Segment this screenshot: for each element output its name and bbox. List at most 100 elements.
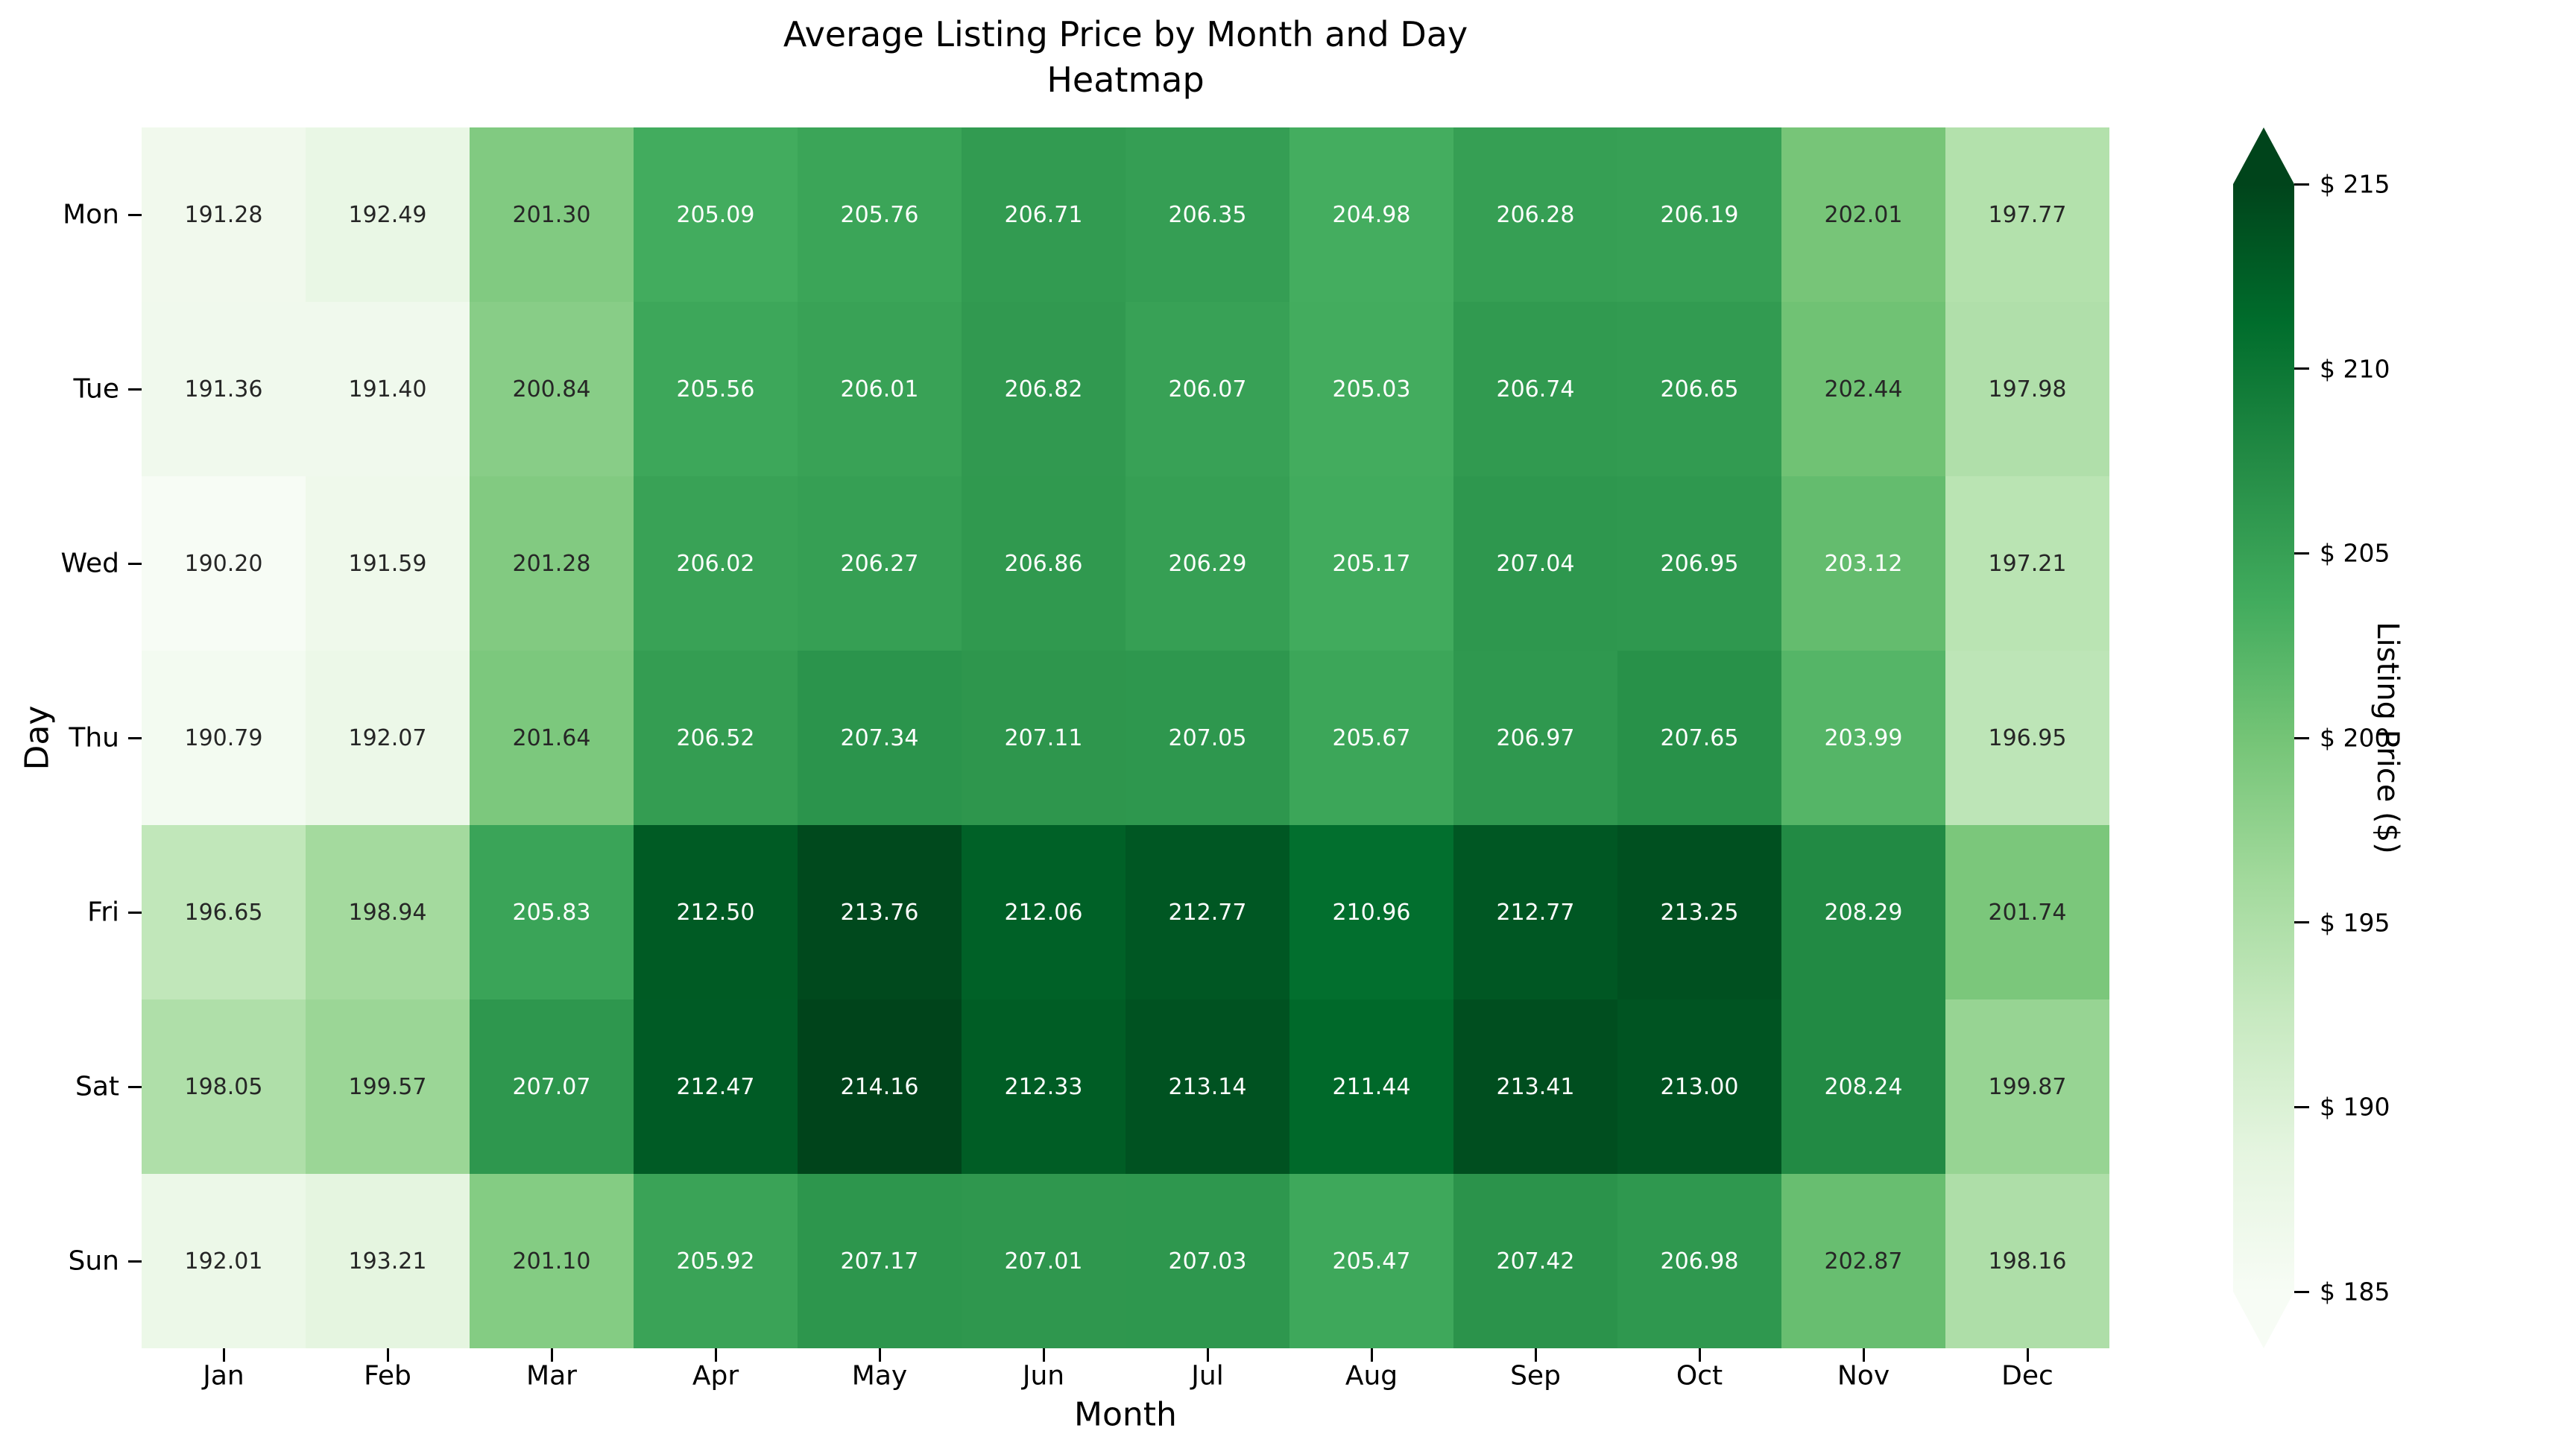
x-tick-label: Nov: [1837, 1360, 1890, 1392]
heatmap-cell: 212.47: [634, 999, 798, 1174]
heatmap-cell: 212.06: [962, 825, 1126, 999]
colorbar-tick-mark: [2294, 183, 2309, 186]
x-tick-mark: [550, 1348, 553, 1362]
heatmap-cell: 197.77: [1945, 127, 2109, 302]
heatmap-cell: 213.14: [1126, 999, 1289, 1174]
heatmap-cell: 196.65: [142, 825, 306, 999]
y-tick-mark: [128, 1260, 142, 1263]
y-tick-label: Fri: [87, 897, 119, 928]
colorbar-tick-label: $ 210: [2320, 354, 2390, 384]
heatmap-cell: 197.98: [1945, 302, 2109, 476]
heatmap-cell: 205.56: [634, 302, 798, 476]
x-tick-mark: [878, 1348, 881, 1362]
colorbar-tick-mark: [2294, 367, 2309, 370]
x-tick-label: Jul: [1191, 1360, 1224, 1392]
heatmap-cell: 200.84: [470, 302, 634, 476]
heatmap-cell: 213.25: [1617, 825, 1781, 999]
colorbar-tick-mark: [2294, 1290, 2309, 1293]
x-axis-label: Month: [1074, 1395, 1177, 1434]
heatmap-cell: 206.07: [1126, 302, 1289, 476]
colorbar-tick-label: $ 190: [2320, 1092, 2390, 1122]
y-tick-label: Mon: [63, 199, 119, 230]
heatmap-cell: 206.28: [1453, 127, 1617, 302]
heatmap-cell: 202.44: [1781, 302, 1945, 476]
heatmap-cell: 205.47: [1289, 1174, 1453, 1348]
colorbar-tick-mark: [2294, 1105, 2309, 1108]
colorbar-tick-label: $ 195: [2320, 908, 2390, 938]
chart-title-line-2: Heatmap: [1046, 60, 1205, 100]
heatmap-cell: 201.28: [470, 476, 634, 651]
heatmap-cell: 205.03: [1289, 302, 1453, 476]
x-tick-label: Feb: [364, 1360, 411, 1392]
x-tick-mark: [1862, 1348, 1865, 1362]
heatmap-cell: 198.16: [1945, 1174, 2109, 1348]
heatmap-cell: 206.29: [1126, 476, 1289, 651]
heatmap-cell: 201.10: [470, 1174, 634, 1348]
heatmap-cell: 212.77: [1453, 825, 1617, 999]
heatmap-cell: 201.30: [470, 127, 634, 302]
heatmap-cell: 192.07: [306, 651, 470, 825]
y-tick-label: Tue: [73, 373, 120, 405]
heatmap-cell: 207.07: [470, 999, 634, 1174]
x-tick-label: Apr: [692, 1360, 739, 1392]
heatmap-cell: 206.19: [1617, 127, 1781, 302]
heatmap-cell: 206.35: [1126, 127, 1289, 302]
heatmap-cell: 206.95: [1617, 476, 1781, 651]
x-tick-mark: [714, 1348, 717, 1362]
heatmap-cell: 213.76: [798, 825, 962, 999]
heatmap-cell: 192.01: [142, 1174, 306, 1348]
heatmap-cell: 193.21: [306, 1174, 470, 1348]
heatmap-cell: 206.74: [1453, 302, 1617, 476]
heatmap-cell: 206.97: [1453, 651, 1617, 825]
heatmap-cell: 213.00: [1617, 999, 1781, 1174]
y-tick-mark: [128, 388, 142, 391]
x-tick-mark: [1370, 1348, 1373, 1362]
heatmap-cell: 199.87: [1945, 999, 2109, 1174]
x-tick-label: Dec: [2001, 1360, 2053, 1392]
colorbar-bar: [2233, 184, 2294, 1292]
x-tick-label: May: [851, 1360, 908, 1392]
colorbar-tick-mark: [2294, 552, 2309, 555]
x-tick-mark: [1698, 1348, 1701, 1362]
heatmap-cell: 206.82: [962, 302, 1126, 476]
heatmap-cell: 199.57: [306, 999, 470, 1174]
heatmap-cell: 206.71: [962, 127, 1126, 302]
colorbar-extend-up-triangle: [2233, 127, 2294, 184]
x-tick-mark: [1206, 1348, 1209, 1362]
heatmap-cell: 208.29: [1781, 825, 1945, 999]
colorbar-tick-label: $ 215: [2320, 169, 2390, 199]
heatmap-cell: 205.92: [634, 1174, 798, 1348]
heatmap-cell: 205.17: [1289, 476, 1453, 651]
heatmap-cell: 206.02: [634, 476, 798, 651]
colorbar-axis-label: Listing Price ($): [2370, 622, 2405, 854]
y-axis-label: Day: [18, 705, 57, 771]
heatmap-cell: 196.95: [1945, 651, 2109, 825]
heatmap-cell: 207.01: [962, 1174, 1126, 1348]
colorbar-tick-mark: [2294, 736, 2309, 739]
y-tick-mark: [128, 736, 142, 739]
heatmap-cell: 207.11: [962, 651, 1126, 825]
x-tick-label: Jun: [1022, 1360, 1065, 1392]
heatmap-cell: 206.65: [1617, 302, 1781, 476]
colorbar-extend-down-triangle: [2233, 1292, 2294, 1348]
x-tick-mark: [222, 1348, 225, 1362]
x-tick-mark: [1042, 1348, 1045, 1362]
heatmap-cell: 207.42: [1453, 1174, 1617, 1348]
heatmap-cell: 213.41: [1453, 999, 1617, 1174]
x-tick-label: Jan: [203, 1360, 244, 1392]
heatmap-cell: 207.03: [1126, 1174, 1289, 1348]
heatmap-cell: 206.52: [634, 651, 798, 825]
y-tick-label: Wed: [60, 548, 120, 579]
heatmap-cell: 202.87: [1781, 1174, 1945, 1348]
heatmap-cell: 207.34: [798, 651, 962, 825]
heatmap-cell: 191.59: [306, 476, 470, 651]
x-tick-label: Aug: [1345, 1360, 1398, 1392]
heatmap-cell: 197.21: [1945, 476, 2109, 651]
heatmap-cell: 192.49: [306, 127, 470, 302]
chart-title: Average Listing Price by Month and Day H…: [142, 12, 2109, 103]
heatmap-cell: 214.16: [798, 999, 962, 1174]
heatmap-cell: 212.33: [962, 999, 1126, 1174]
heatmap-cell: 205.83: [470, 825, 634, 999]
colorbar-tick-label: $ 200: [2320, 723, 2390, 753]
colorbar-tick-mark: [2294, 921, 2309, 924]
